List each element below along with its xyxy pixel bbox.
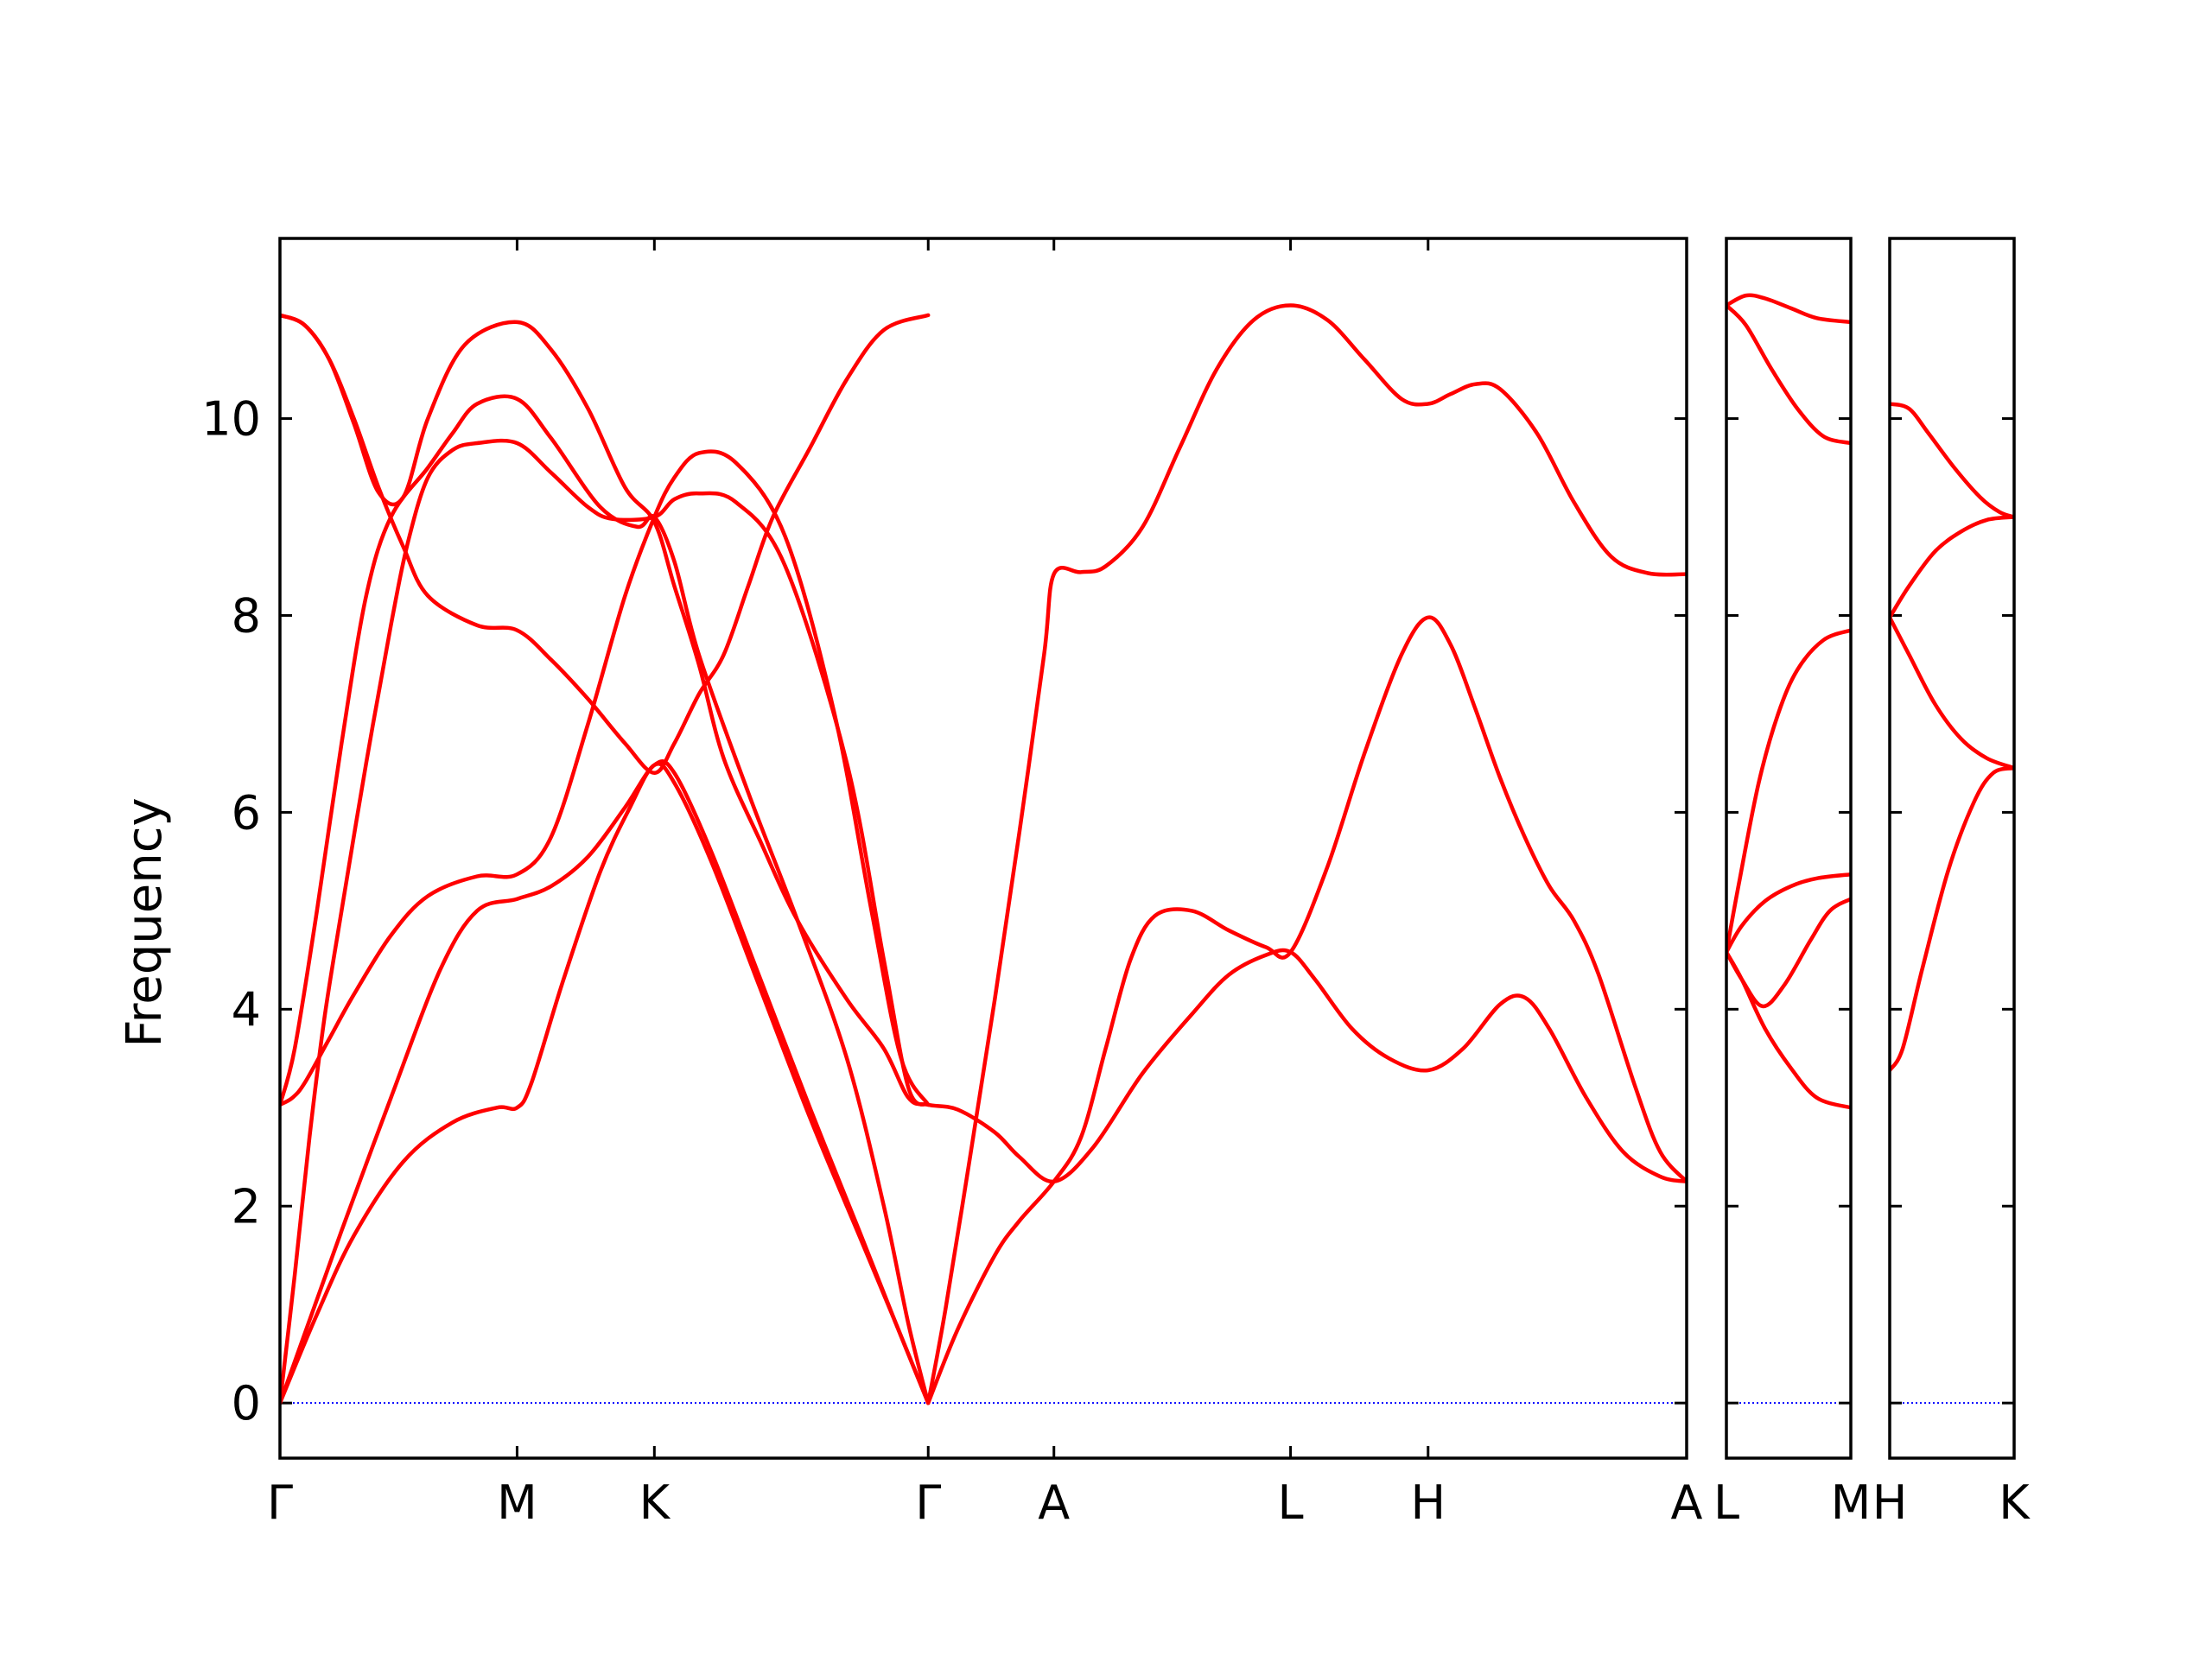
phonon-band-6 — [1726, 949, 1851, 1110]
y-tick-label-6: 6 — [232, 785, 261, 840]
x-tick-label-K: K — [1999, 1475, 2031, 1530]
x-tick-label-H: H — [1872, 1475, 1908, 1530]
y-tick-label-8: 8 — [232, 588, 261, 643]
phonon-band-2 — [1726, 303, 1851, 446]
phonon-band-1 — [1890, 402, 2014, 519]
y-tick-label-4: 4 — [232, 982, 261, 1037]
phonon-band-3 — [1890, 615, 2014, 771]
x-tick-label-Γ: Γ — [915, 1475, 941, 1530]
y-tick-label-0: 0 — [232, 1376, 261, 1430]
phonon-band-4 — [1726, 872, 1851, 955]
phonon-band-7 — [280, 313, 1687, 1184]
phonon-band-4 — [280, 449, 931, 1107]
phonon-band-5 — [280, 394, 931, 1405]
phonon-band-6 — [280, 313, 931, 776]
phonon-band-1 — [1726, 293, 1851, 325]
phonon-band-4 — [1890, 765, 2014, 1073]
x-tick-label-K: K — [639, 1475, 671, 1530]
panel-1: Γ M K Γ A L H A 0 2 4 6 8 10 — [201, 237, 1703, 1530]
y-tick-label-10: 10 — [201, 392, 261, 447]
x-tick-label-L: L — [1713, 1475, 1739, 1530]
panel-frame — [1888, 237, 2016, 1460]
x-tick-label-Γ: Γ — [267, 1475, 293, 1530]
phonon-band-3 — [1726, 628, 1851, 955]
x-tick-label-A: A — [1671, 1475, 1703, 1530]
x-tick-label-L: L — [1278, 1475, 1304, 1530]
panel-frame — [1725, 237, 1853, 1460]
x-tick-label-M: M — [1831, 1475, 1872, 1530]
x-tick-label-A: A — [1038, 1475, 1070, 1530]
y-tick-label-2: 2 — [232, 1179, 261, 1234]
y-axis-label: Frequency — [117, 797, 173, 1047]
phonon-band-3 — [280, 438, 931, 1405]
phonon-band-9 — [925, 303, 1687, 1405]
x-tick-label-M: M — [497, 1475, 537, 1530]
phonon-band-1 — [280, 759, 931, 1405]
x-tick-label-H: H — [1410, 1475, 1446, 1530]
phonon-band-2 — [280, 762, 931, 1405]
phonon-band-8 — [925, 615, 1687, 1405]
phonon-band-2 — [1890, 515, 2014, 620]
panel-frame — [278, 237, 1688, 1460]
